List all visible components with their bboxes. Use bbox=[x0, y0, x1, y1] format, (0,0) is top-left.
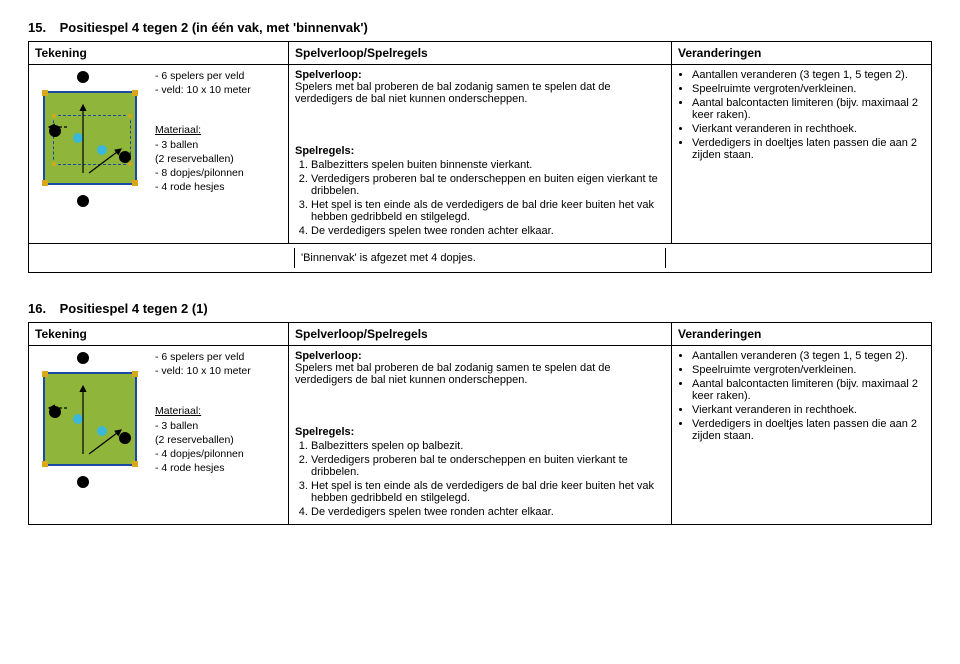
player-icon bbox=[77, 71, 89, 83]
exercise-title: 15. Positiespel 4 tegen 2 (in één vak, m… bbox=[28, 20, 932, 35]
rule-item: Balbezitters spelen buiten binnenste vie… bbox=[311, 159, 665, 171]
rule-item: Het spel is ten einde als de verdedigers… bbox=[311, 199, 665, 223]
exercise-number: 15. bbox=[28, 20, 56, 35]
change-item: Aantallen veranderen (3 tegen 1, 5 tegen… bbox=[692, 69, 925, 81]
exercise-table: Tekening Spelverloop/Spelregels Verander… bbox=[28, 41, 932, 244]
corner-icon bbox=[132, 461, 138, 467]
player-icon bbox=[119, 432, 131, 444]
spelverloop-label: Spelverloop: bbox=[295, 350, 665, 362]
spec-line: - veld: 10 x 10 meter bbox=[155, 364, 251, 378]
player-icon bbox=[49, 125, 61, 137]
defender-icon bbox=[97, 145, 107, 155]
rule-item: Het spel is ten einde als de verdedigers… bbox=[311, 480, 665, 504]
dop-icon bbox=[52, 162, 56, 166]
rules-cell: Spelverloop: Spelers met bal proberen de… bbox=[289, 65, 672, 244]
defender-icon bbox=[97, 426, 107, 436]
spec-line: - 4 rode hesjes bbox=[155, 461, 251, 475]
spelverloop-label: Spelverloop: bbox=[295, 69, 665, 81]
rule-item: Balbezitters spelen op balbezit. bbox=[311, 440, 665, 452]
spec-line: - 6 spelers per veld bbox=[155, 69, 251, 83]
defender-icon bbox=[73, 414, 83, 424]
spec-line: - 8 dopjes/pilonnen bbox=[155, 166, 251, 180]
spec-line: - veld: 10 x 10 meter bbox=[155, 83, 251, 97]
rule-item: Verdedigers proberen bal te onderscheppe… bbox=[311, 173, 665, 197]
spec-line: (2 reserveballen) bbox=[155, 152, 251, 166]
field-box bbox=[43, 372, 137, 466]
dop-icon bbox=[128, 162, 132, 166]
header-drawing: Tekening bbox=[29, 42, 289, 65]
header-rules: Spelverloop/Spelregels bbox=[289, 323, 672, 346]
corner-icon bbox=[132, 180, 138, 186]
note-text: 'Binnenvak' is afgezet met 4 dopjes. bbox=[295, 248, 665, 268]
corner-icon bbox=[132, 90, 138, 96]
header-changes: Veranderingen bbox=[672, 42, 932, 65]
changes-cell: Aantallen veranderen (3 tegen 1, 5 tegen… bbox=[672, 346, 932, 525]
change-item: Speelruimte vergroten/verkleinen. bbox=[692, 364, 925, 376]
defender-icon bbox=[73, 133, 83, 143]
rules-list: Balbezitters spelen op balbezit. Verdedi… bbox=[311, 440, 665, 518]
player-icon bbox=[49, 406, 61, 418]
change-item: Speelruimte vergroten/verkleinen. bbox=[692, 83, 925, 95]
materials-label: Materiaal: bbox=[155, 404, 251, 418]
changes-cell: Aantallen veranderen (3 tegen 1, 5 tegen… bbox=[672, 65, 932, 244]
change-item: Aantal balcontacten limiteren (bijv. max… bbox=[692, 97, 925, 121]
exercise-name: Positiespel 4 tegen 2 (1) bbox=[60, 301, 208, 316]
exercise-15: 15. Positiespel 4 tegen 2 (in één vak, m… bbox=[28, 20, 932, 273]
spec-line: (2 reserveballen) bbox=[155, 433, 251, 447]
corner-icon bbox=[42, 371, 48, 377]
change-item: Vierkant veranderen in rechthoek. bbox=[692, 404, 925, 416]
change-item: Vierkant veranderen in rechthoek. bbox=[692, 123, 925, 135]
exercise-table: Tekening Spelverloop/Spelregels Verander… bbox=[28, 322, 932, 525]
drawing-cell: - 6 spelers per veld - veld: 10 x 10 met… bbox=[29, 346, 289, 525]
drawing-cell: - 6 spelers per veld - veld: 10 x 10 met… bbox=[29, 65, 289, 244]
rule-item: De verdedigers spelen twee ronden achter… bbox=[311, 225, 665, 237]
header-drawing: Tekening bbox=[29, 323, 289, 346]
rule-item: De verdedigers spelen twee ronden achter… bbox=[311, 506, 665, 518]
corner-icon bbox=[132, 371, 138, 377]
changes-list: Aantallen veranderen (3 tegen 1, 5 tegen… bbox=[692, 350, 925, 442]
exercise-name: Positiespel 4 tegen 2 (in één vak, met '… bbox=[60, 20, 368, 35]
note-row: 'Binnenvak' is afgezet met 4 dopjes. bbox=[28, 244, 932, 273]
change-item: Aantallen veranderen (3 tegen 1, 5 tegen… bbox=[692, 350, 925, 362]
spec-line: - 3 ballen bbox=[155, 419, 251, 433]
corner-icon bbox=[42, 90, 48, 96]
exercise-16: 16. Positiespel 4 tegen 2 (1) Tekening S… bbox=[28, 301, 932, 525]
rules-list: Balbezitters spelen buiten binnenste vie… bbox=[311, 159, 665, 237]
exercise-number: 16. bbox=[28, 301, 56, 316]
change-item: Verdedigers in doeltjes laten passen die… bbox=[692, 418, 925, 442]
exercise-title: 16. Positiespel 4 tegen 2 (1) bbox=[28, 301, 932, 316]
field-diagram bbox=[35, 69, 145, 209]
spelregels-label: Spelregels: bbox=[295, 145, 665, 157]
spec-line: - 6 spelers per veld bbox=[155, 350, 251, 364]
header-changes: Veranderingen bbox=[672, 323, 932, 346]
materials-label: Materiaal: bbox=[155, 123, 251, 137]
dop-icon bbox=[52, 114, 56, 118]
spec-line: - 4 dopjes/pilonnen bbox=[155, 447, 251, 461]
player-icon bbox=[77, 195, 89, 207]
field-diagram bbox=[35, 350, 145, 490]
spelverloop-text: Spelers met bal proberen de bal zodanig … bbox=[295, 81, 665, 105]
spelregels-label: Spelregels: bbox=[295, 426, 665, 438]
header-rules: Spelverloop/Spelregels bbox=[289, 42, 672, 65]
player-icon bbox=[77, 352, 89, 364]
corner-icon bbox=[42, 461, 48, 467]
rules-cell: Spelverloop: Spelers met bal proberen de… bbox=[289, 346, 672, 525]
spec-line: - 3 ballen bbox=[155, 138, 251, 152]
field-box bbox=[43, 91, 137, 185]
change-item: Verdedigers in doeltjes laten passen die… bbox=[692, 137, 925, 161]
spec-line: - 4 rode hesjes bbox=[155, 180, 251, 194]
player-icon bbox=[77, 476, 89, 488]
rule-item: Verdedigers proberen bal te onderscheppe… bbox=[311, 454, 665, 478]
corner-icon bbox=[42, 180, 48, 186]
spelverloop-text: Spelers met bal proberen de bal zodanig … bbox=[295, 362, 665, 386]
dop-icon bbox=[128, 114, 132, 118]
player-icon bbox=[119, 151, 131, 163]
change-item: Aantal balcontacten limiteren (bijv. max… bbox=[692, 378, 925, 402]
specs-block: - 6 spelers per veld - veld: 10 x 10 met… bbox=[155, 350, 251, 475]
specs-block: - 6 spelers per veld - veld: 10 x 10 met… bbox=[155, 69, 251, 194]
changes-list: Aantallen veranderen (3 tegen 1, 5 tegen… bbox=[692, 69, 925, 161]
